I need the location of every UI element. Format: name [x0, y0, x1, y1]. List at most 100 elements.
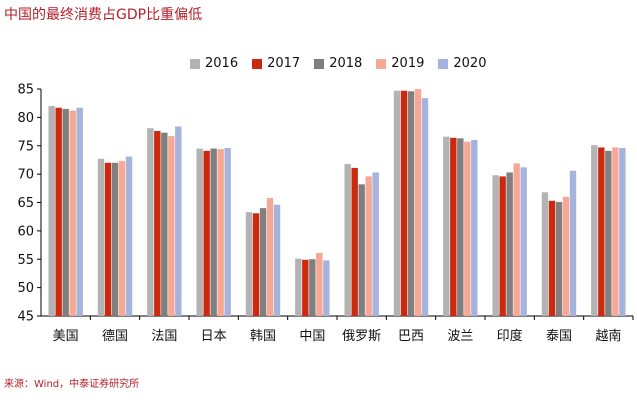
bar-2020-日本	[224, 148, 231, 316]
bar-2018-法国	[161, 132, 168, 316]
x-tick-label: 俄罗斯	[342, 329, 381, 344]
bar-2016-韩国	[245, 212, 253, 316]
x-tick-label: 泰国	[546, 329, 572, 344]
bar-2020-德国	[125, 156, 133, 316]
bar-2019-越南	[612, 147, 619, 316]
legend-label: 2017	[267, 56, 301, 71]
bar-2018-韩国	[259, 208, 267, 316]
legend-swatch	[438, 58, 449, 69]
bar-2017-越南	[598, 147, 605, 316]
x-tick-label: 美国	[53, 329, 79, 344]
bar-2017-俄罗斯	[351, 167, 358, 316]
bar-2016-泰国	[541, 192, 549, 316]
x-tick-label: 日本	[201, 329, 227, 344]
bar-2017-中国	[302, 259, 309, 316]
legend-label: 2018	[329, 56, 363, 71]
bar-2017-德国	[104, 162, 112, 316]
legend-label: 2020	[453, 56, 487, 71]
bar-2018-日本	[210, 148, 217, 316]
legend-label: 2016	[205, 56, 239, 71]
bar-2020-巴西	[421, 98, 429, 316]
bar-2016-德国	[97, 158, 105, 316]
bar-2019-印度	[513, 163, 520, 316]
bar-2019-泰国	[562, 196, 570, 316]
bar-2020-印度	[520, 167, 527, 316]
x-tick-label: 巴西	[398, 329, 424, 344]
legend-swatch	[252, 58, 263, 69]
bar-2018-波兰	[457, 138, 464, 316]
bar-2016-法国	[147, 128, 154, 316]
bar-2018-巴西	[407, 91, 415, 317]
bar-2019-法国	[168, 136, 175, 316]
chart-title: 中国的最终消费占GDP比重偏低	[4, 7, 203, 23]
bar-2016-日本	[196, 148, 203, 316]
x-tick-label: 越南	[595, 328, 621, 344]
legend-item-2018: 2018	[314, 56, 362, 71]
x-tick-label: 德国	[102, 329, 128, 344]
bar-2019-俄罗斯	[365, 176, 372, 316]
bar-2018-印度	[506, 172, 513, 316]
bar-2016-中国	[295, 258, 302, 316]
bar-2020-泰国	[569, 170, 577, 316]
bar-2016-美国	[48, 106, 55, 317]
bar-2017-波兰	[450, 137, 457, 316]
legend-item-2016: 2016	[190, 56, 238, 71]
legend-item-2019: 2019	[376, 56, 424, 71]
legend-item-2020: 2020	[438, 56, 486, 71]
bar-2017-法国	[154, 130, 161, 316]
chart-legend: 2016 2017 2018 2019 2020	[190, 56, 500, 71]
legend-item-2017: 2017	[252, 56, 300, 71]
y-tick-label: 75	[17, 139, 34, 154]
bar-2016-波兰	[443, 136, 450, 316]
bar-2020-韩国	[273, 204, 281, 316]
bar-2019-德国	[118, 161, 126, 316]
bar-2017-韩国	[252, 213, 260, 316]
bar-2018-德国	[111, 162, 119, 316]
y-tick-label: 80	[17, 111, 34, 126]
legend-swatch	[376, 58, 387, 69]
bar-2018-越南	[605, 150, 612, 316]
source-note: 来源：Wind，中泰证券研究所	[4, 379, 140, 390]
bar-2017-美国	[55, 107, 62, 316]
x-tick-label: 印度	[497, 328, 523, 344]
legend-label: 2019	[391, 56, 425, 71]
bar-2017-泰国	[548, 200, 556, 316]
bar-2020-法国	[175, 126, 182, 316]
bar-2020-中国	[323, 260, 330, 316]
bar-2019-中国	[316, 253, 323, 316]
legend-swatch	[190, 58, 200, 69]
bar-2018-美国	[62, 108, 69, 316]
bar-2018-俄罗斯	[358, 184, 365, 316]
bar-2020-俄罗斯	[372, 172, 379, 316]
bar-2016-印度	[492, 175, 499, 316]
bar-2016-俄罗斯	[344, 163, 351, 316]
legend-swatch	[314, 58, 325, 69]
y-tick-label: 60	[17, 224, 34, 239]
bar-2018-泰国	[555, 201, 563, 316]
bar-2017-日本	[203, 150, 210, 316]
bar-2019-巴西	[414, 89, 422, 316]
y-tick-label: 55	[17, 253, 34, 268]
bar-2016-巴西	[393, 90, 401, 316]
bar-2019-波兰	[464, 141, 471, 316]
bar-2019-日本	[217, 149, 224, 316]
bar-2020-波兰	[471, 140, 478, 316]
bar-2017-印度	[499, 176, 506, 316]
x-tick-label: 波兰	[447, 329, 473, 344]
y-tick-label: 65	[17, 196, 34, 211]
y-tick-label: 50	[17, 281, 34, 296]
bar-2020-越南	[619, 148, 626, 316]
x-tick-label: 法国	[151, 329, 177, 344]
bar-2016-越南	[591, 145, 598, 316]
x-tick-label: 韩国	[250, 329, 276, 344]
y-tick-label: 85	[17, 83, 34, 98]
bar-2019-韩国	[266, 197, 274, 316]
bar-2020-美国	[76, 107, 83, 316]
y-tick-label: 45	[17, 310, 34, 325]
bar-2018-中国	[309, 259, 316, 316]
y-tick-label: 70	[17, 168, 34, 183]
bar-2017-巴西	[400, 90, 408, 316]
x-tick-label: 中国	[299, 329, 325, 344]
bar-2019-美国	[69, 110, 76, 316]
